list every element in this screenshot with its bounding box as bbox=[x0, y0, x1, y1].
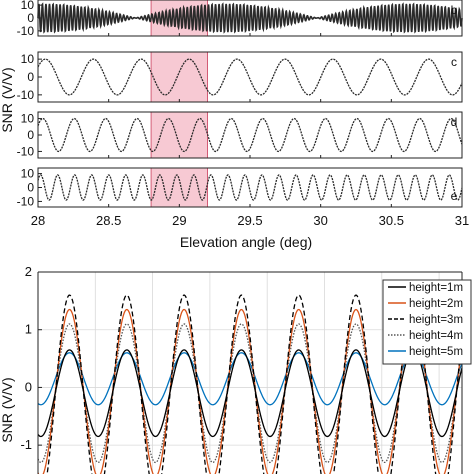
y-tick-label: 0 bbox=[27, 181, 34, 195]
panel-b: 100-10 b bbox=[17, 0, 463, 38]
legend-label: height=5m bbox=[409, 346, 463, 358]
x-tick-label: 28 bbox=[31, 213, 45, 228]
highlight-region bbox=[150, 51, 208, 103]
y-tick-label: -10 bbox=[17, 88, 35, 102]
panel-letter: c bbox=[451, 55, 457, 69]
series-line-5 bbox=[37, 352, 463, 406]
panel-axes-box bbox=[37, 111, 463, 159]
panel-axes-box bbox=[37, 167, 463, 208]
y-tick-label: 0 bbox=[27, 11, 34, 25]
x-tick-label: 30.5 bbox=[379, 213, 404, 228]
y-tick-label: -10 bbox=[17, 144, 35, 158]
top-figure: 100-10b 100-10c 100-10d 100-10 e 28 28.5 29… bbox=[0, 0, 469, 250]
top-x-tick-labels: 28 28.5 29 29.5 30 30.5 31 bbox=[31, 213, 469, 228]
legend: height=1m height=2m height=3m height=4m heig… bbox=[382, 279, 472, 365]
panel-letter: d bbox=[451, 115, 458, 129]
signal-line bbox=[37, 117, 463, 153]
top-ylabel: SNR (V/V) bbox=[0, 67, 15, 132]
series-line-2 bbox=[37, 308, 463, 474]
panel-d: 10 0 -10 d bbox=[17, 111, 463, 159]
legend-label: height=3m bbox=[409, 314, 463, 326]
y-tick-label: 0 bbox=[27, 70, 34, 84]
series-line-3 bbox=[46, 294, 463, 474]
y-tick-label: 2 bbox=[25, 264, 32, 279]
highlight-region bbox=[150, 111, 208, 159]
x-tick-label: 28.5 bbox=[96, 213, 121, 228]
series-line-1 bbox=[37, 349, 463, 438]
x-tick-label: 31 bbox=[455, 213, 469, 228]
highlight-region bbox=[150, 167, 208, 208]
y-tick-label: 10 bbox=[21, 0, 35, 12]
bottom-series bbox=[37, 294, 463, 474]
bottom-ylabel: SNR (V/V) bbox=[0, 377, 15, 442]
y-tick-label: -10 bbox=[17, 24, 35, 38]
x-tick-label: 29 bbox=[172, 213, 186, 228]
panel-letter: e bbox=[451, 189, 458, 203]
panel-letter: b bbox=[451, 3, 458, 17]
highlight-regions bbox=[150, 0, 208, 208]
y-tick-label: -1 bbox=[20, 437, 32, 452]
panel-e: 100-10 e bbox=[17, 167, 463, 208]
x-tick-label: 30 bbox=[313, 213, 327, 228]
signal-line bbox=[37, 2, 463, 34]
legend-label: height=4m bbox=[409, 330, 463, 342]
y-tick-label: 10 bbox=[21, 52, 35, 66]
panel-axes-box bbox=[37, 51, 463, 103]
legend-label: height=2m bbox=[409, 298, 463, 310]
y-tick-label: 10 bbox=[21, 167, 35, 181]
y-tick-label: 0 bbox=[25, 379, 32, 394]
signal-line bbox=[37, 174, 463, 201]
series-line-4 bbox=[37, 323, 463, 464]
legend-items: height=1m height=2m height=3m height=4m heig… bbox=[388, 282, 463, 358]
panel-c: 10 0 -10 c bbox=[17, 51, 463, 103]
y-tick-label: 10 bbox=[21, 112, 35, 126]
bottom-y-tick-labels: 2 1 0 -1 bbox=[20, 264, 42, 452]
legend-label: height=1m bbox=[409, 282, 463, 294]
y-tick-label: -10 bbox=[17, 194, 35, 208]
y-tick-label: 0 bbox=[27, 128, 34, 142]
y-tick-label: 1 bbox=[25, 322, 32, 337]
signal-line bbox=[37, 58, 463, 96]
legend-box bbox=[382, 279, 472, 365]
top-xlabel: Elevation angle (deg) bbox=[180, 234, 312, 250]
bottom-figure: 210-1 SNR (V/V) height=1mheight=2mheight… bbox=[0, 264, 472, 474]
x-tick-label: 29.5 bbox=[237, 213, 262, 228]
